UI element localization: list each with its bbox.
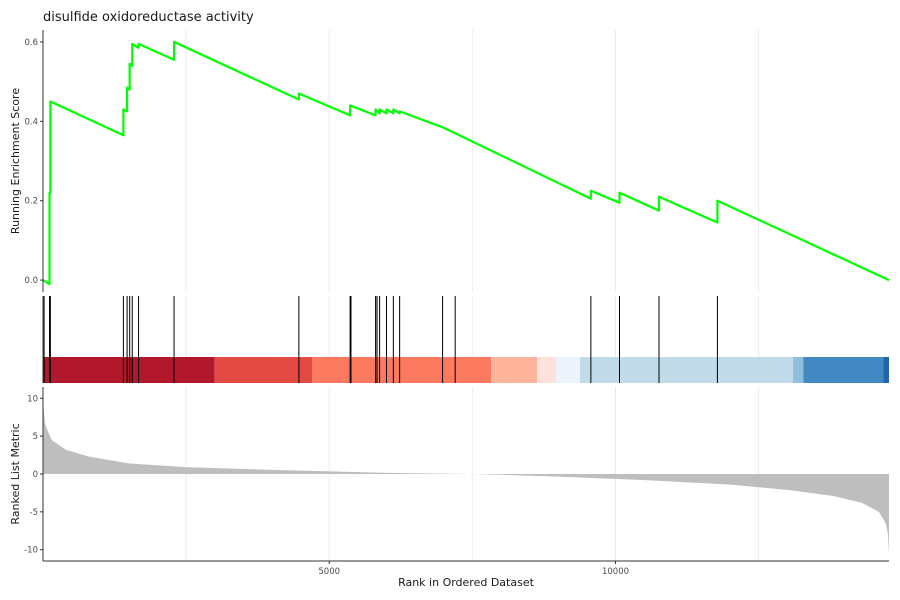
ranked-metric-x-ticks: 5000 10000	[318, 561, 629, 577]
ranked-metric-panel: -10 -5 0 5 10 5000 10000 Ranked List Metric R…	[9, 387, 889, 589]
running-score-y-tick-label: 0.0	[24, 276, 38, 286]
running-score-panel: 0.0 0.2 0.4 0.6 Running Enrichment Score	[9, 30, 890, 292]
color-band	[312, 357, 492, 383]
ranked-metric-y-label: Ranked List Metric	[9, 423, 22, 524]
chart-title: disulfide oxidoreductase activity	[43, 10, 254, 25]
color-band	[214, 357, 313, 383]
color-band	[555, 357, 580, 383]
x-tick-label: 5000	[318, 567, 340, 577]
running-score-y-tick-label: 0.4	[24, 117, 38, 127]
ranked-metric-area-group	[43, 402, 889, 556]
ranked-metric-area	[43, 402, 889, 556]
gene-hit-markers	[43, 296, 718, 383]
ranked-metric-y-tick-label: 10	[27, 394, 38, 404]
color-band	[792, 357, 804, 383]
running-score-grid	[185, 30, 760, 292]
color-band	[883, 357, 889, 383]
running-score-y-ticks: 0.0 0.2 0.4 0.6	[24, 38, 43, 286]
ranked-metric-y-tick-label: -10	[24, 546, 38, 556]
color-band	[803, 357, 884, 383]
running-score-line	[42, 40, 890, 286]
ranked-metric-y-tick-label: -5	[30, 508, 38, 518]
color-band	[491, 357, 538, 383]
color-band	[537, 357, 556, 383]
running-score-y-tick-label: 0.6	[24, 38, 38, 48]
hits-panel	[42, 296, 889, 383]
ranked-metric-y-ticks: -10 -5 0 5 10	[24, 394, 43, 556]
color-band	[43, 357, 215, 383]
ranked-metric-y-tick-label: 5	[33, 432, 38, 442]
x-axis-label: Rank in Ordered Dataset	[398, 576, 535, 589]
color-band	[579, 357, 793, 383]
running-score-y-label: Running Enrichment Score	[9, 88, 22, 234]
x-tick-label: 10000	[602, 567, 629, 577]
ranked-metric-y-tick-label: 0	[33, 470, 38, 480]
rank-color-bar	[43, 357, 889, 383]
running-score-y-tick-label: 0.2	[24, 197, 38, 207]
running-score-line-group	[42, 40, 890, 286]
